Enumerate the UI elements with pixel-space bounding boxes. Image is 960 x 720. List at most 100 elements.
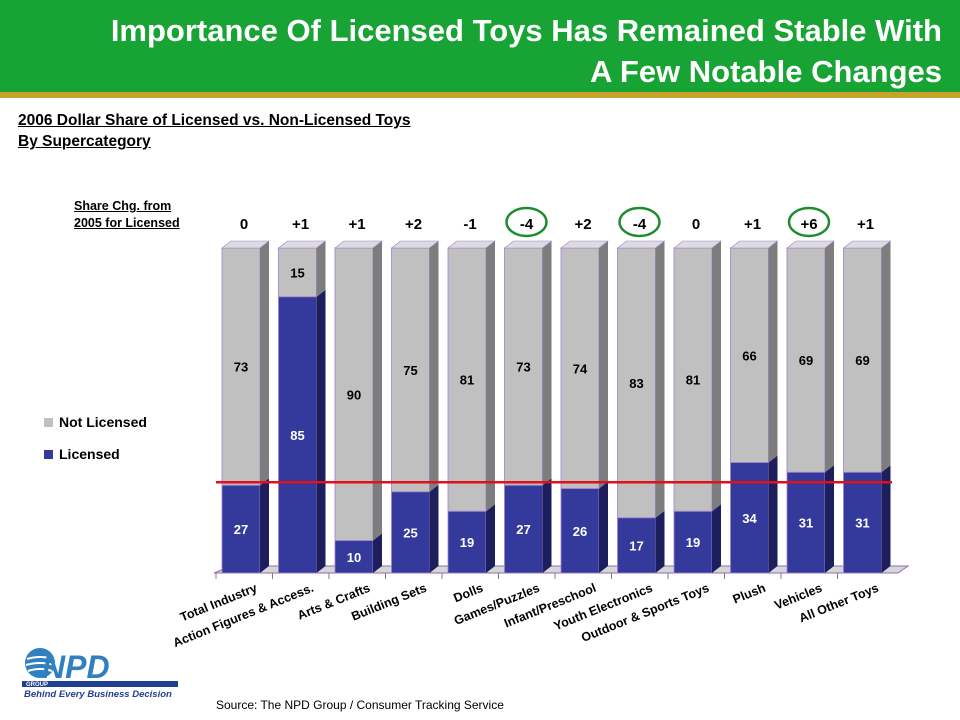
legend-item-not-licensed: Not Licensed bbox=[44, 412, 147, 432]
data-label-not-licensed: 81 bbox=[460, 373, 474, 388]
data-label-not-licensed: 83 bbox=[629, 376, 643, 391]
bar-not-licensed-side bbox=[825, 241, 834, 473]
data-label-not-licensed: 66 bbox=[742, 348, 756, 363]
highlight-circle bbox=[787, 206, 831, 238]
data-label-licensed: 31 bbox=[799, 516, 813, 531]
source-note: Source: The NPD Group / Consumer Trackin… bbox=[216, 698, 504, 712]
bar-licensed-side bbox=[881, 465, 891, 573]
data-label-licensed: 25 bbox=[403, 525, 417, 540]
highlight-circle bbox=[618, 206, 661, 238]
bar-not-licensed-side bbox=[316, 241, 326, 297]
bar-licensed-side bbox=[768, 455, 778, 573]
data-label-not-licensed: 74 bbox=[573, 361, 588, 376]
bar-licensed-side bbox=[712, 504, 721, 573]
share-change-value: 0 bbox=[692, 216, 700, 233]
data-label-licensed: 27 bbox=[234, 522, 248, 537]
bar-top bbox=[673, 240, 722, 249]
x-tick-label: Plush bbox=[731, 581, 768, 607]
bar-not-licensed-side bbox=[429, 241, 439, 492]
title-banner: Importance Of Licensed Toys Has Remained… bbox=[0, 0, 960, 92]
share-change-value: +2 bbox=[405, 216, 422, 233]
bar-not-licensed-side bbox=[881, 241, 891, 473]
legend-swatch-licensed bbox=[44, 449, 53, 459]
x-tick-label: Dolls bbox=[452, 581, 486, 605]
bar-not-licensed-side bbox=[655, 241, 665, 518]
data-label-licensed: 27 bbox=[516, 522, 530, 537]
bar-top bbox=[334, 240, 383, 249]
bar-not-licensed bbox=[447, 247, 487, 512]
bar-licensed bbox=[560, 488, 600, 574]
bar-licensed bbox=[447, 510, 487, 574]
legend-label-not-licensed: Not Licensed bbox=[59, 414, 147, 430]
logo-group: GROUP bbox=[26, 682, 48, 688]
bar-not-licensed bbox=[786, 247, 826, 473]
bar-licensed-side bbox=[542, 478, 552, 573]
data-label-not-licensed: 73 bbox=[516, 360, 530, 375]
bar-licensed bbox=[730, 462, 769, 574]
bar-top bbox=[729, 240, 779, 249]
chart-legend: Not Licensed Licensed bbox=[44, 412, 147, 476]
share-change-value: +2 bbox=[574, 216, 591, 233]
data-label-licensed: 19 bbox=[460, 535, 474, 550]
bar-not-licensed bbox=[617, 247, 656, 519]
bar-licensed-side bbox=[486, 504, 495, 573]
bar-top bbox=[842, 240, 892, 249]
share-change-value: -4 bbox=[633, 216, 647, 233]
data-label-licensed: 31 bbox=[855, 516, 869, 531]
data-label-licensed: 19 bbox=[686, 535, 700, 550]
share-change-value: +1 bbox=[857, 216, 874, 233]
share-change-value: -4 bbox=[520, 216, 534, 233]
legend-item-licensed: Licensed bbox=[44, 444, 147, 464]
bar-not-licensed bbox=[278, 247, 317, 298]
data-label-licensed: 26 bbox=[573, 524, 587, 539]
legend-label-licensed: Licensed bbox=[59, 446, 120, 462]
accent-rule bbox=[0, 92, 960, 98]
page-title: Importance Of Licensed Toys Has Remained… bbox=[110, 13, 942, 89]
logo-brand: NPD bbox=[42, 649, 110, 685]
bar-licensed-side bbox=[373, 533, 382, 573]
logo-band bbox=[22, 681, 178, 687]
bar-top bbox=[503, 240, 553, 249]
data-label-licensed: 85 bbox=[290, 428, 304, 443]
bar-top bbox=[277, 240, 327, 249]
bar-not-licensed-side bbox=[712, 241, 721, 512]
legend-swatch-not-licensed bbox=[44, 417, 53, 427]
data-label-not-licensed: 75 bbox=[403, 363, 417, 378]
globe-icon bbox=[25, 648, 55, 678]
bar-licensed-side bbox=[260, 478, 269, 573]
bar-not-licensed-side bbox=[486, 241, 495, 512]
bar-not-licensed-side bbox=[599, 241, 608, 489]
share-change-value: +1 bbox=[292, 216, 309, 233]
bar-not-licensed-side bbox=[260, 241, 269, 486]
bar-top bbox=[560, 240, 609, 249]
chart-subtitle: 2006 Dollar Share of Licensed vs. Non-Li… bbox=[18, 112, 411, 150]
bar-top bbox=[221, 240, 270, 249]
bar-top bbox=[616, 240, 666, 249]
data-label-not-licensed: 73 bbox=[234, 360, 248, 375]
data-label-not-licensed: 69 bbox=[799, 353, 813, 368]
bar-licensed bbox=[504, 484, 543, 574]
data-label-licensed: 34 bbox=[742, 511, 757, 526]
data-label-licensed: 17 bbox=[629, 538, 643, 553]
data-label-not-licensed: 15 bbox=[290, 265, 304, 280]
share-change-value: +1 bbox=[744, 216, 761, 233]
share-change-value: -1 bbox=[463, 216, 476, 233]
bar-licensed bbox=[617, 517, 656, 574]
bar-licensed-side bbox=[429, 484, 439, 573]
bar-not-licensed-side bbox=[542, 241, 552, 486]
bar-licensed-side bbox=[655, 510, 665, 573]
bar-licensed-side bbox=[599, 481, 608, 573]
bar-licensed bbox=[786, 471, 826, 574]
bar-licensed-side bbox=[825, 465, 834, 573]
bar-not-licensed bbox=[673, 247, 713, 512]
bar-not-licensed-side bbox=[373, 241, 382, 541]
bar-not-licensed bbox=[391, 247, 430, 493]
bar-licensed bbox=[843, 471, 882, 574]
bar-licensed-side bbox=[316, 289, 326, 573]
share-change-label: Share Chg. from 2005 for Licensed bbox=[74, 199, 180, 230]
bar-top bbox=[447, 240, 496, 249]
bar-not-licensed-side bbox=[768, 241, 778, 463]
data-label-not-licensed: 69 bbox=[855, 353, 869, 368]
bar-licensed bbox=[334, 540, 374, 574]
